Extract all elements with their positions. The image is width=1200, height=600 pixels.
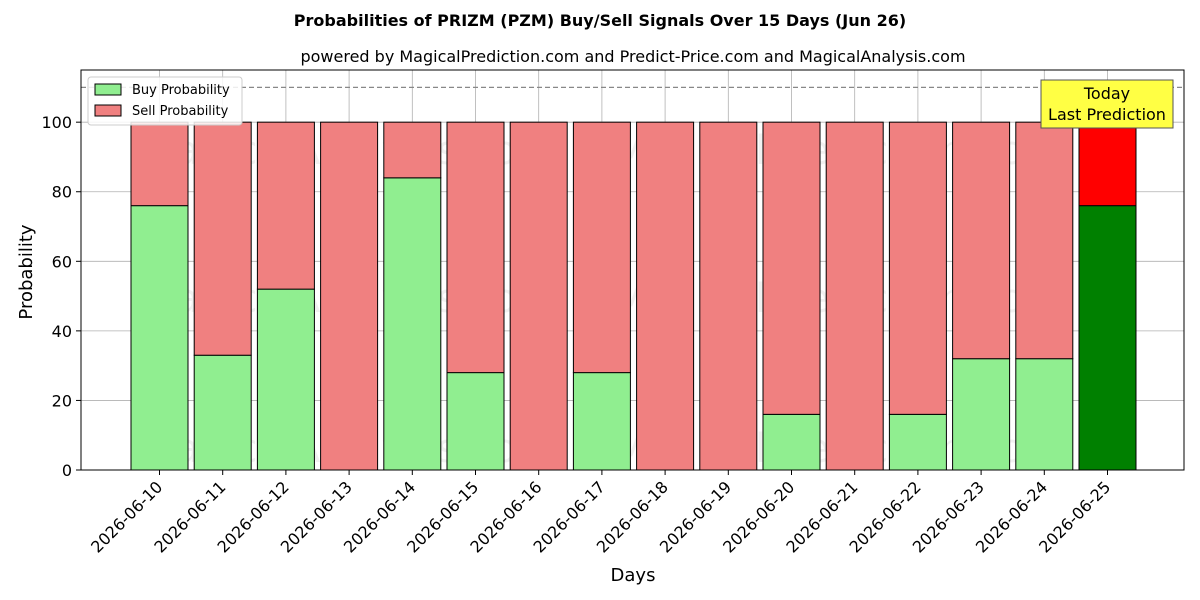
legend-label-sell: Sell Probability xyxy=(132,104,229,119)
buy-bar xyxy=(193,354,252,471)
sell-bar xyxy=(952,121,1011,360)
buy-bar xyxy=(383,177,442,471)
buy-bar xyxy=(1078,205,1137,471)
today-annotation-line1: Today xyxy=(1083,84,1130,103)
legend-swatch-buy xyxy=(94,83,122,96)
bar-layer xyxy=(81,86,1184,471)
y-tick-label: 0 xyxy=(62,461,72,480)
sell-bar xyxy=(636,121,695,471)
legend: Buy Probability Sell Probability xyxy=(87,76,243,126)
y-tick-label: 20 xyxy=(52,391,72,410)
x-axis-label: Days xyxy=(611,565,656,586)
legend-swatch-sell xyxy=(94,104,122,117)
buy-bar xyxy=(572,372,631,471)
plot-frame xyxy=(80,69,1185,471)
y-axis-label: Probability xyxy=(16,224,37,319)
chart-subtitle: powered by MagicalPrediction.com and Pre… xyxy=(300,47,965,66)
sell-bar xyxy=(572,121,631,374)
y-tick-label: 80 xyxy=(52,183,72,202)
sell-bar xyxy=(130,121,189,207)
sell-bar xyxy=(320,121,379,471)
buy-bar xyxy=(952,358,1011,471)
sell-bar xyxy=(193,121,252,356)
sell-bar xyxy=(1015,121,1074,360)
sell-bar xyxy=(509,121,568,471)
buy-bar xyxy=(446,372,505,471)
sell-bar xyxy=(699,121,758,471)
today-annotation: Today Last Prediction xyxy=(1040,79,1174,129)
sell-bar xyxy=(762,121,821,415)
chart-title: Probabilities of PRIZM (PZM) Buy/Sell Si… xyxy=(294,11,906,30)
sell-bar xyxy=(1078,121,1137,207)
y-tick-label: 60 xyxy=(52,252,72,271)
y-tick-label: 100 xyxy=(41,113,72,132)
sell-bar xyxy=(825,121,884,471)
today-annotation-line2: Last Prediction xyxy=(1048,105,1166,124)
y-tick-label: 40 xyxy=(52,322,72,341)
legend-label-buy: Buy Probability xyxy=(132,83,230,98)
legend-box xyxy=(87,76,243,126)
today-annotation-box xyxy=(1040,79,1174,129)
buy-bar xyxy=(256,288,315,471)
sell-bar xyxy=(383,121,442,179)
sell-bar xyxy=(256,121,315,290)
buy-bar xyxy=(1015,358,1074,471)
buy-bar xyxy=(762,413,821,471)
sell-bar xyxy=(446,121,505,374)
sell-bar xyxy=(888,121,947,415)
buy-bar xyxy=(888,413,947,471)
buy-bar xyxy=(130,205,189,471)
